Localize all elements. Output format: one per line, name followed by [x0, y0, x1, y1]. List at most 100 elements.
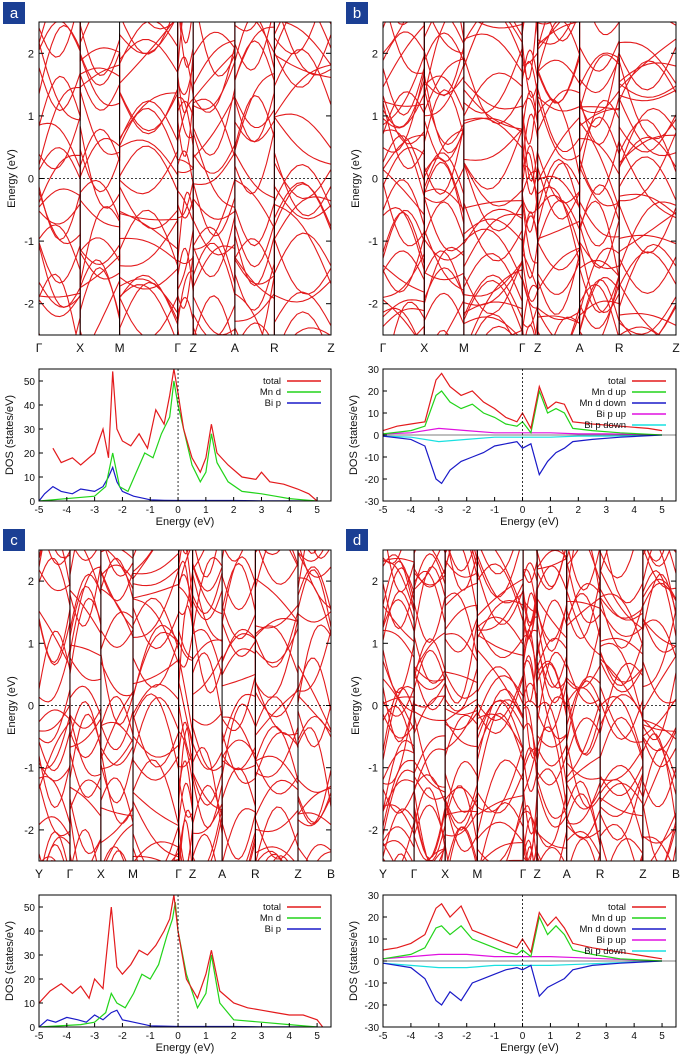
x-tick-label: 3 [259, 505, 265, 516]
band-line [383, 726, 676, 861]
kpoint-label: Z [190, 341, 197, 355]
x-tick-label: -3 [434, 505, 443, 516]
legend-label: Mn d [260, 387, 281, 398]
band-line [39, 779, 331, 861]
legend-label: total [608, 376, 626, 387]
x-tick-label: 3 [259, 1031, 265, 1042]
x-tick-label: 3 [603, 505, 609, 516]
band-line [383, 649, 676, 756]
kpoint-label: Γ [520, 867, 527, 881]
dos-lines [383, 902, 663, 1006]
y-tick-label: -20 [365, 1001, 380, 1012]
y-tick-label: 20 [368, 913, 380, 924]
band-line [383, 22, 553, 25]
band-line [79, 281, 331, 335]
y-tick-label: 1 [28, 111, 34, 123]
x-tick-label: -1 [146, 1031, 155, 1042]
kpoint-label: Z [327, 341, 334, 355]
panel-badge-label: a [10, 5, 19, 22]
band-line [39, 556, 331, 668]
y-tick-label: 2 [28, 576, 34, 588]
y-tick-label: 10 [368, 409, 380, 420]
kpoint-label: Z [533, 867, 540, 881]
kpoint-label: A [563, 867, 571, 881]
kpoint-label: Z [294, 867, 301, 881]
x-tick-label: -5 [35, 505, 44, 516]
band-line [383, 91, 676, 196]
y-tick-label: 0 [28, 174, 34, 186]
x-tick-label: 5 [659, 505, 665, 516]
band-lines [39, 550, 331, 861]
y-tick-label: -30 [365, 1023, 380, 1034]
band-line [383, 22, 676, 97]
band-line [39, 145, 331, 287]
x-tick-label: 2 [576, 505, 582, 516]
band-line [383, 22, 676, 125]
kpoint-label: Z [534, 341, 541, 355]
legend-label: Mn d down [580, 398, 626, 409]
kpoint-label: Γ [380, 341, 387, 355]
band-line [383, 89, 676, 177]
x-tick-label: -4 [62, 505, 71, 516]
kpoint-label: Z [639, 867, 646, 881]
y-tick-label: 40 [24, 927, 36, 938]
band-line [39, 94, 331, 195]
band-line [383, 253, 676, 335]
band-line [383, 680, 676, 762]
band-line [39, 22, 331, 114]
y-tick-label: 50 [24, 903, 36, 914]
band-line [383, 733, 676, 823]
y-axis-label: DOS (states/eV) [4, 921, 16, 1001]
dos-series-mn-d-up [383, 915, 663, 962]
dos-series-total [39, 895, 324, 1027]
band-line [39, 45, 331, 143]
band-line [383, 698, 676, 796]
band-line [383, 242, 676, 315]
legend-label: Mn d up [592, 387, 626, 398]
y-axis-label: Energy (eV) [350, 676, 362, 735]
band-line [39, 87, 331, 166]
dos-series-total [52, 369, 318, 501]
band-line [39, 128, 331, 200]
y-tick-label: 0 [28, 701, 34, 713]
y-tick-label: 10 [24, 473, 36, 484]
band-line [39, 22, 331, 71]
band-line [383, 22, 620, 54]
plot-frame [38, 894, 332, 1028]
band-line [39, 224, 331, 322]
band-line [79, 22, 316, 76]
band-line [383, 0, 676, 17]
y-tick-label: 30 [368, 365, 380, 376]
band-line [383, 550, 676, 630]
kpoint-label: X [76, 341, 84, 355]
x-tick-label: -3 [90, 505, 99, 516]
kpoint-label: B [672, 867, 680, 881]
x-tick-label: 2 [231, 505, 237, 516]
band-line [415, 283, 619, 335]
y-tick-label: 1 [28, 638, 34, 650]
band-line [397, 550, 665, 598]
band-line [383, 550, 676, 649]
x-tick-label: -5 [35, 1031, 44, 1042]
legend-label: Mn d down [580, 924, 626, 935]
x-tick-label: -4 [406, 1031, 415, 1042]
y-axis-label: DOS (states/eV) [348, 395, 360, 475]
x-axis-label: Energy (eV) [156, 1042, 215, 1054]
panel-badge [346, 529, 368, 551]
kpoint-label: Z [189, 867, 196, 881]
dos-lines [383, 372, 663, 485]
x-tick-label: 1 [548, 505, 554, 516]
band-line [39, 273, 323, 335]
x-tick-label: 4 [631, 1031, 637, 1042]
band-line [39, 550, 331, 650]
band-line [383, 712, 676, 860]
kpoint-label: M [128, 867, 138, 881]
band-line [383, 117, 676, 204]
kpoint-label: X [420, 341, 428, 355]
band-line [383, 22, 676, 146]
band-line [383, 250, 661, 335]
